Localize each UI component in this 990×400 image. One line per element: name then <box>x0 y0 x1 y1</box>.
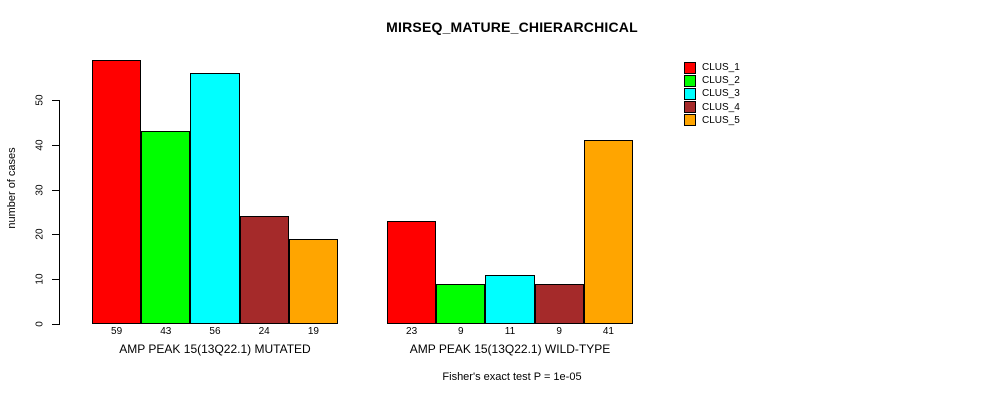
legend: CLUS_1 CLUS_2 CLUS_3 CLUS_4 CLUS_5 <box>684 61 740 127</box>
bar-clus_4-group2 <box>534 283 584 324</box>
y-axis-line <box>59 100 60 325</box>
legend-label: CLUS_5 <box>702 114 740 126</box>
legend-swatch <box>684 114 696 127</box>
legend-item-clus_5: CLUS_5 <box>684 114 740 127</box>
legend-label: CLUS_2 <box>702 75 740 87</box>
legend-label: CLUS_1 <box>702 62 740 74</box>
x-group-label-mutated: AMP PEAK 15(13Q22.1) MUTATED <box>119 342 311 356</box>
legend-swatch <box>684 101 696 114</box>
y-axis-tick-label: 40 <box>34 139 46 151</box>
bar-value-label: 56 <box>209 326 221 337</box>
bar-value-label: 9 <box>556 326 562 337</box>
bar-clus_4-group1 <box>239 216 289 324</box>
y-axis-tick <box>52 324 59 325</box>
legend-swatch <box>684 61 696 74</box>
y-axis-tick-label: 20 <box>34 228 46 240</box>
bar-value-label: 59 <box>111 326 123 337</box>
y-axis-tick-label: 50 <box>34 94 46 106</box>
bar-value-label: 11 <box>504 326 516 337</box>
x-group-label-wild-type: AMP PEAK 15(13Q22.1) WILD-TYPE <box>409 342 611 356</box>
y-axis-tick-label: 10 <box>34 273 46 285</box>
y-axis-tick-label: 0 <box>34 321 46 327</box>
bar-value-label: 23 <box>406 326 418 337</box>
bar-value-label: 24 <box>258 326 270 337</box>
chart-title: MIRSEQ_MATURE_CHIERARCHICAL <box>386 19 638 35</box>
legend-item-clus_4: CLUS_4 <box>684 101 740 114</box>
bar-clus_2-group2 <box>436 283 486 324</box>
fisher-test-annotation: Fisher's exact test P = 1e-05 <box>442 371 582 383</box>
bar-clus_3-group2 <box>485 274 535 324</box>
bar-value-label: 19 <box>307 326 319 337</box>
bar-clus_1-group1 <box>92 59 142 324</box>
bar-clus_2-group1 <box>141 131 191 324</box>
legend-swatch <box>684 87 696 100</box>
legend-item-clus_3: CLUS_3 <box>684 87 740 100</box>
y-axis-tick <box>52 100 59 101</box>
bar-clus_1-group2 <box>387 220 437 324</box>
legend-label: CLUS_3 <box>702 88 740 100</box>
legend-swatch <box>684 74 696 87</box>
legend-label: CLUS_4 <box>702 101 740 113</box>
y-axis-tick-label: 30 <box>34 184 46 196</box>
y-axis-tick <box>52 144 59 146</box>
bar-value-label: 41 <box>602 326 614 337</box>
y-axis-label: number of cases <box>6 147 18 229</box>
bar-value-label: 9 <box>458 326 464 337</box>
bar-clus_5-group1 <box>288 238 338 324</box>
legend-item-clus_2: CLUS_2 <box>684 74 740 87</box>
bar-clus_5-group2 <box>583 140 633 324</box>
y-axis-tick <box>52 279 59 281</box>
y-axis-tick <box>52 189 59 191</box>
y-axis-tick <box>52 234 59 236</box>
bar-value-label: 43 <box>160 326 172 337</box>
legend-item-clus_1: CLUS_1 <box>684 61 740 74</box>
bar-clus_3-group1 <box>190 73 240 324</box>
